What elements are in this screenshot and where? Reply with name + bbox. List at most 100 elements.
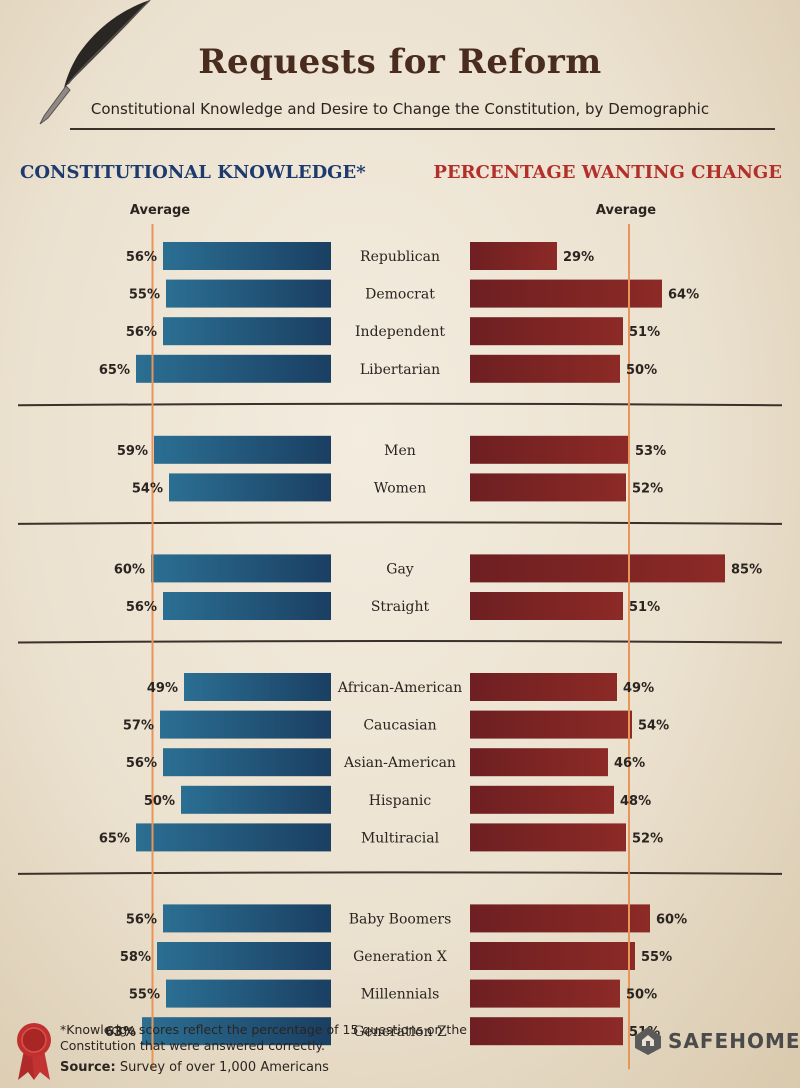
change-value-caucasian: 54% bbox=[638, 719, 669, 734]
chart-subtitle: Constitutional Knowledge and Desire to C… bbox=[90, 100, 710, 118]
group-divider bbox=[17, 871, 783, 875]
knowledge-bar-men bbox=[154, 435, 331, 464]
knowledge-bar-libertarian bbox=[136, 354, 331, 383]
knowledge-value-multiracial: 65% bbox=[99, 831, 130, 846]
change-value-african-american: 49% bbox=[623, 681, 654, 696]
change-bar-men bbox=[470, 435, 629, 464]
source-line: Source: Survey of over 1,000 Americans bbox=[60, 1060, 329, 1075]
change-value-independent: 51% bbox=[629, 325, 660, 340]
knowledge-bar-straight bbox=[163, 592, 331, 620]
knowledge-value-caucasian: 57% bbox=[123, 719, 154, 734]
change-value-asian-american: 46% bbox=[614, 756, 645, 771]
group-divider bbox=[17, 521, 783, 525]
change-bar-caucasian bbox=[470, 710, 632, 739]
change-bar-libertarian bbox=[470, 354, 620, 383]
knowledge-value-african-american: 49% bbox=[147, 681, 178, 696]
category-label-asian-american: Asian-American bbox=[343, 755, 456, 771]
knowledge-value-generation-z: 63% bbox=[105, 1025, 136, 1040]
change-value-women: 52% bbox=[632, 481, 663, 496]
chart-title: Requests for Reform bbox=[198, 42, 602, 82]
knowledge-value-women: 54% bbox=[132, 481, 163, 496]
category-label-african-american: African-American bbox=[337, 680, 462, 696]
knowledge-panel-title: CONSTITUTIONAL KNOWLEDGE* bbox=[20, 162, 366, 183]
knowledge-value-baby-boomers: 56% bbox=[126, 912, 157, 927]
change-bar-african-american bbox=[470, 673, 617, 701]
change-value-baby-boomers: 60% bbox=[656, 912, 687, 927]
knowledge-value-democrat: 55% bbox=[129, 288, 160, 303]
change-bar-generation-x bbox=[470, 942, 635, 970]
change-bar-baby-boomers bbox=[470, 904, 650, 933]
category-label-libertarian: Libertarian bbox=[360, 362, 440, 378]
knowledge-value-men: 59% bbox=[117, 444, 148, 459]
knowledge-value-asian-american: 56% bbox=[126, 756, 157, 771]
change-value-republican: 29% bbox=[563, 250, 594, 265]
change-value-libertarian: 50% bbox=[626, 363, 657, 378]
knowledge-bar-millennials bbox=[166, 979, 331, 1008]
brand-name: SAFEHOME bbox=[668, 1029, 800, 1053]
change-value-generation-x: 55% bbox=[641, 950, 672, 965]
category-label-baby-boomers: Baby Boomers bbox=[349, 911, 452, 927]
knowledge-bar-asian-american bbox=[163, 748, 331, 777]
category-label-hispanic: Hispanic bbox=[369, 793, 432, 809]
change-value-straight: 51% bbox=[629, 600, 660, 615]
change-bar-asian-american bbox=[470, 748, 608, 777]
change-bar-millennials bbox=[470, 979, 620, 1008]
knowledge-bar-african-american bbox=[184, 673, 331, 701]
knowledge-bar-republican bbox=[163, 242, 331, 270]
knowledge-value-independent: 56% bbox=[126, 325, 157, 340]
award-ribbon-icon bbox=[17, 1023, 51, 1080]
knowledge-value-hispanic: 50% bbox=[144, 794, 175, 809]
group-divider bbox=[17, 402, 783, 407]
category-label-independent: Independent bbox=[355, 324, 445, 340]
knowledge-average-label: Average bbox=[129, 203, 191, 218]
knowledge-value-generation-x: 58% bbox=[120, 950, 151, 965]
category-label-gay: Gay bbox=[386, 561, 414, 577]
house-shield-icon bbox=[635, 1027, 661, 1055]
knowledge-bar-independent bbox=[163, 317, 331, 346]
category-label-generation-x: Generation X bbox=[353, 949, 447, 965]
knowledge-bar-generation-z bbox=[142, 1017, 331, 1046]
change-bar-gay bbox=[470, 554, 725, 583]
footnote-text: *Knowledge scores reflect the percentage… bbox=[60, 1022, 467, 1053]
category-label-generation-z: Generation Z bbox=[353, 1024, 447, 1040]
knowledge-bar-baby-boomers bbox=[163, 904, 331, 933]
group-divider bbox=[17, 640, 783, 644]
category-label-straight: Straight bbox=[371, 599, 430, 615]
change-value-hispanic: 48% bbox=[620, 794, 651, 809]
brand-logo: SAFEHOME bbox=[634, 1026, 800, 1056]
change-value-millennials: 50% bbox=[626, 988, 657, 1003]
change-value-men: 53% bbox=[635, 444, 666, 459]
source-label: Source: bbox=[60, 1060, 116, 1075]
category-label-democrat: Democrat bbox=[365, 287, 435, 303]
knowledge-bar-democrat bbox=[166, 279, 331, 308]
change-bar-generation-z bbox=[470, 1017, 623, 1046]
source-text: Survey of over 1,000 Americans bbox=[119, 1060, 329, 1075]
category-label-republican: Republican bbox=[360, 249, 440, 265]
change-bar-straight bbox=[470, 592, 623, 620]
knowledge-bar-multiracial bbox=[136, 823, 331, 852]
change-panel-title: PERCENTAGE WANTING CHANGE bbox=[433, 162, 782, 183]
change-bar-hispanic bbox=[470, 785, 614, 814]
change-bar-multiracial bbox=[470, 823, 626, 852]
knowledge-value-gay: 60% bbox=[114, 562, 145, 577]
category-label-millennials: Millennials bbox=[361, 987, 440, 1003]
knowledge-value-republican: 56% bbox=[126, 250, 157, 265]
change-bar-republican bbox=[470, 242, 557, 270]
category-label-multiracial: Multiracial bbox=[361, 830, 440, 846]
header-divider bbox=[70, 128, 775, 130]
knowledge-value-millennials: 55% bbox=[129, 988, 160, 1003]
quill-pen-icon bbox=[39, 0, 151, 125]
change-bar-independent bbox=[470, 317, 623, 346]
knowledge-bar-caucasian bbox=[160, 710, 331, 739]
change-value-multiracial: 52% bbox=[632, 831, 663, 846]
knowledge-bar-hispanic bbox=[181, 785, 331, 814]
knowledge-value-straight: 56% bbox=[126, 600, 157, 615]
category-label-men: Men bbox=[384, 443, 416, 459]
category-label-women: Women bbox=[374, 480, 426, 496]
knowledge-value-libertarian: 65% bbox=[99, 363, 130, 378]
change-bar-women bbox=[470, 473, 626, 502]
category-label-caucasian: Caucasian bbox=[363, 718, 436, 734]
change-value-gay: 85% bbox=[731, 562, 762, 577]
knowledge-bar-generation-x bbox=[157, 942, 331, 970]
knowledge-bar-gay bbox=[151, 554, 331, 583]
